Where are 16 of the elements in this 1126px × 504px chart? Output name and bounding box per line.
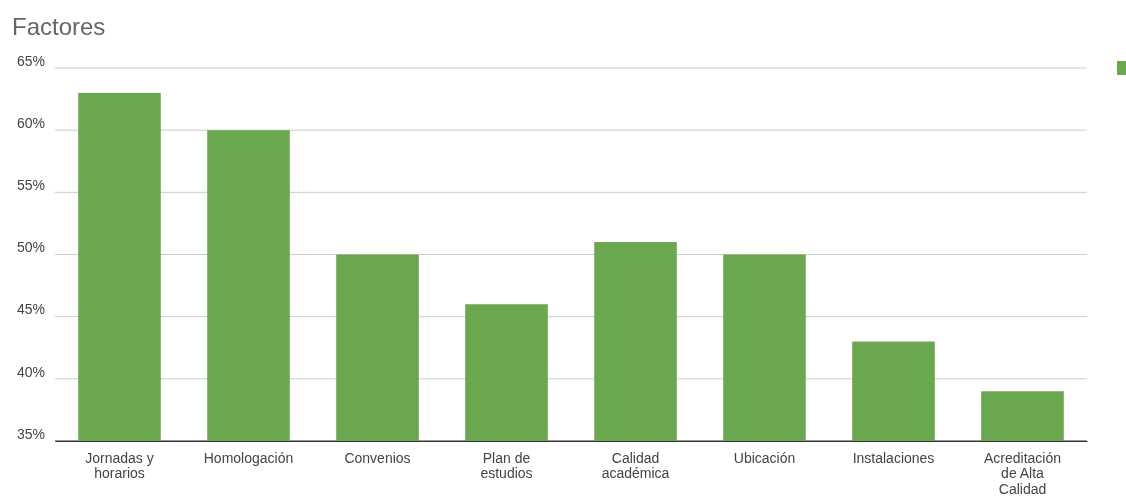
x-tick-label: Acreditación de Alta Calidad — [983, 449, 1062, 497]
x-tick-label: Plan de estudios — [480, 449, 533, 482]
x-tick-label: Instalaciones — [852, 449, 935, 466]
x-tick-label: Calidad académica — [601, 449, 670, 482]
y-tick-label: 35% — [16, 425, 45, 442]
x-tick-label: Homologación — [203, 449, 294, 466]
x-tick-label: Convenios — [344, 449, 411, 466]
x-tick-label: Jornadas y horarios — [85, 449, 154, 482]
y-tick-label: 60% — [16, 114, 45, 131]
y-tick-label: 65% — [16, 52, 45, 69]
x-tick-label: Ubicación — [733, 449, 796, 466]
y-tick-label: 40% — [16, 363, 45, 380]
chart-title: Factores — [12, 13, 106, 40]
y-tick-label: 50% — [16, 239, 45, 256]
y-tick-label: 55% — [16, 177, 45, 194]
y-tick-label: 45% — [16, 301, 45, 318]
